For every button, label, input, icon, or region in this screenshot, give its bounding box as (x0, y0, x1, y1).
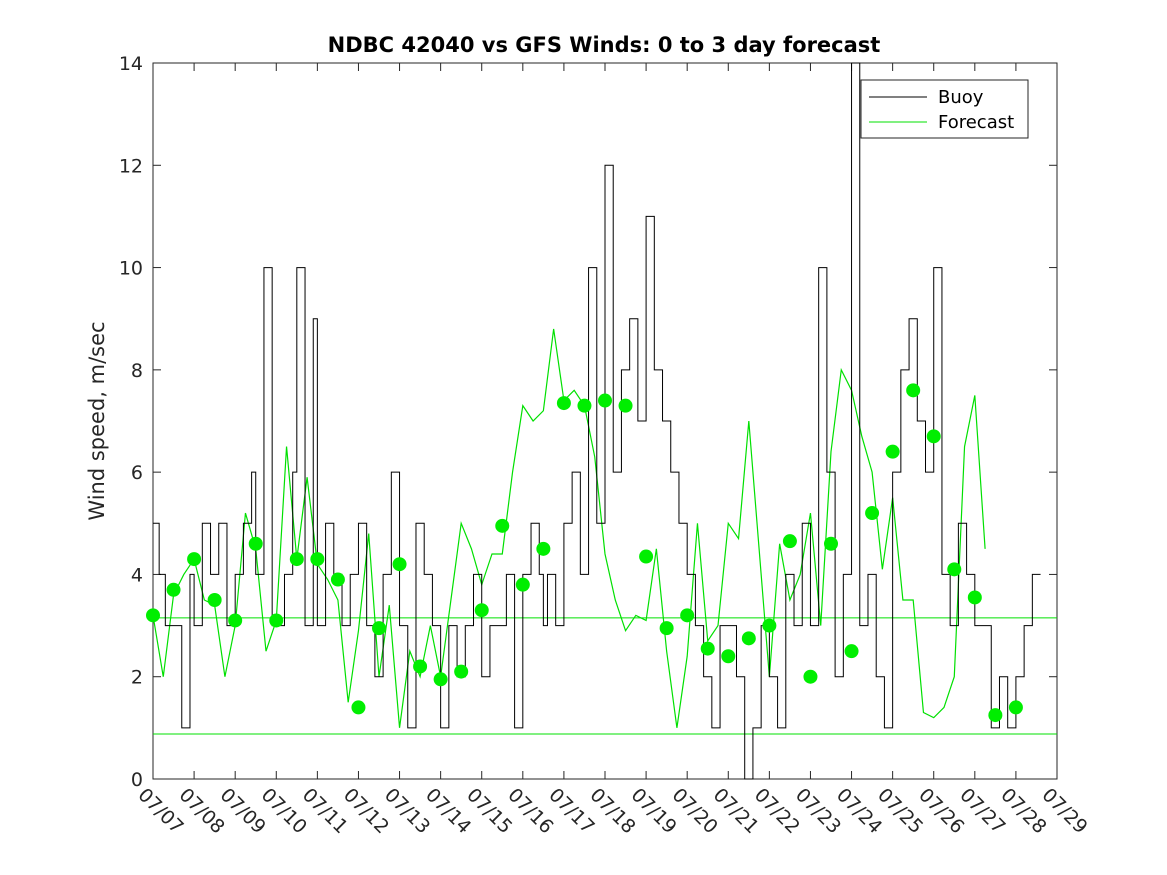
y-tick-label: 6 (131, 462, 143, 484)
y-tick-label: 12 (119, 155, 143, 177)
y-tick-label: 2 (131, 667, 143, 689)
forecast-point (228, 613, 243, 628)
forecast-point (413, 659, 428, 674)
forecast-point (782, 534, 797, 549)
forecast-point (433, 672, 448, 687)
chart-title: NDBC 42040 vs GFS Winds: 0 to 3 day fore… (328, 33, 881, 57)
legend-label-buoy: Buoy (938, 87, 984, 108)
forecast-point (618, 398, 633, 413)
forecast-point (392, 557, 407, 572)
forecast-point (474, 603, 489, 618)
forecast-point (926, 429, 941, 444)
forecast-point (906, 383, 921, 398)
forecast-point (310, 552, 325, 567)
forecast-point (803, 669, 818, 684)
forecast-point (680, 608, 695, 623)
forecast-point (269, 613, 284, 628)
forecast-point (536, 541, 551, 556)
forecast-point (741, 631, 756, 646)
forecast-point (289, 552, 304, 567)
buoy-line (153, 62, 1041, 780)
forecast-point (1008, 700, 1023, 715)
forecast-point (146, 608, 160, 623)
forecast-point (330, 572, 345, 587)
forecast-point (556, 396, 571, 411)
y-tick-label: 14 (119, 53, 143, 75)
forecast-point (351, 700, 366, 715)
forecast-point (885, 444, 900, 459)
y-tick-label: 0 (131, 769, 143, 791)
forecast-point (988, 708, 1003, 723)
forecast-point (824, 536, 838, 551)
forecast-point (187, 552, 202, 567)
legend: Buoy Forecast (860, 79, 1029, 139)
forecast-point (207, 593, 222, 607)
forecast-point (166, 582, 181, 597)
y-tick-label: 4 (131, 564, 143, 586)
forecast-point (721, 649, 736, 664)
forecast-line (152, 328, 986, 728)
forecast-point (372, 621, 386, 636)
forecast-point (844, 644, 859, 659)
forecast-point (515, 577, 530, 592)
y-tick-label: 10 (119, 258, 143, 280)
legend-label-forecast: Forecast (938, 112, 1014, 133)
forecast-point (639, 549, 654, 564)
forecast-point (495, 518, 510, 533)
y-tick-label: 8 (131, 360, 143, 382)
y-axis: 0 2 4 6 8 10 12 14 (119, 53, 1057, 791)
legend-box (860, 79, 1029, 139)
forecast-point (454, 664, 469, 679)
forecast-point (967, 590, 982, 605)
forecast-point (947, 562, 962, 577)
forecast-point (577, 398, 592, 413)
forecast-point (762, 618, 777, 633)
forecast-point (659, 621, 674, 636)
forecast-point (598, 393, 612, 408)
forecast-point (700, 641, 715, 656)
forecast-point (248, 536, 263, 551)
y-axis-label: Wind speed, m/sec (85, 321, 109, 520)
forecast-point (865, 506, 880, 521)
plot-series-group (146, 62, 1057, 780)
